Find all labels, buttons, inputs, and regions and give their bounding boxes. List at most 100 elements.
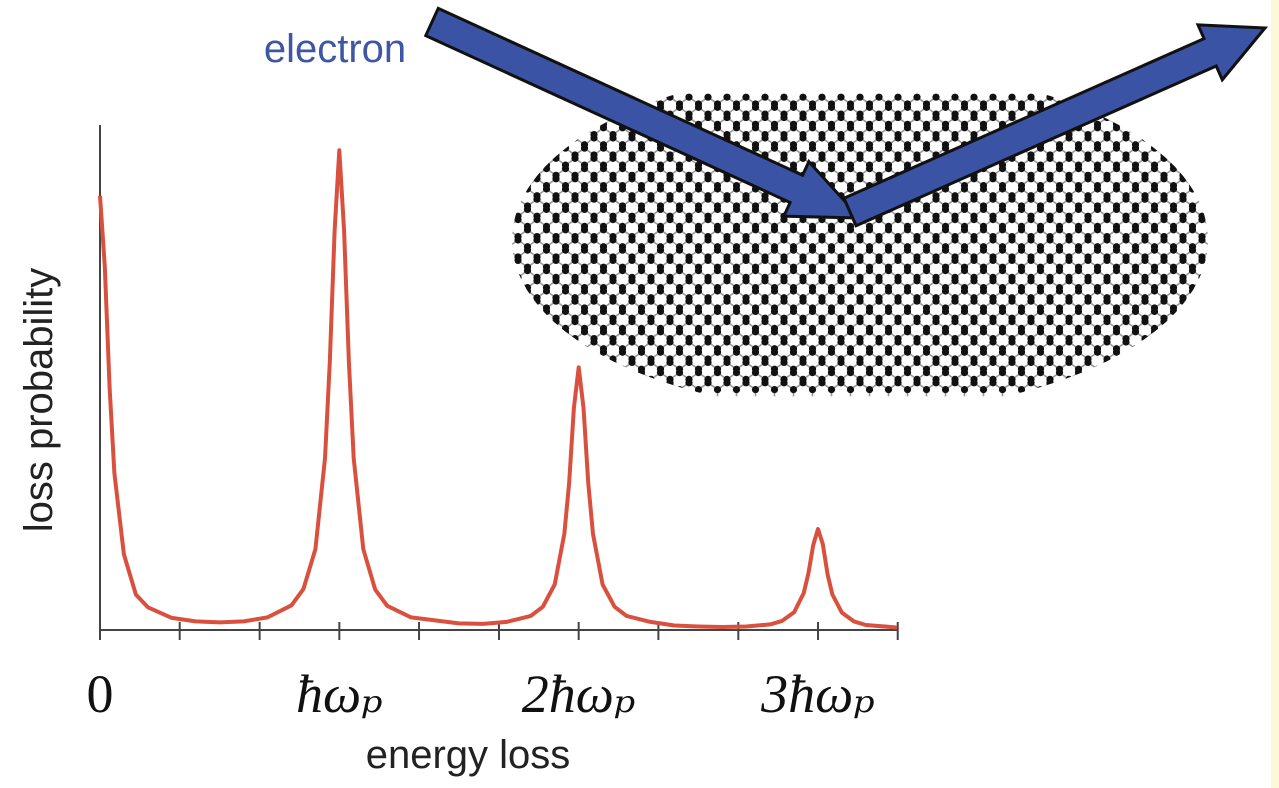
atom xyxy=(400,151,407,158)
bond xyxy=(404,169,414,176)
atom xyxy=(410,162,417,169)
bond xyxy=(565,106,576,115)
bond xyxy=(1192,96,1203,105)
atom xyxy=(1150,144,1159,152)
bond xyxy=(1212,373,1222,380)
atom xyxy=(827,124,836,132)
atom xyxy=(467,100,474,107)
bond xyxy=(512,331,519,340)
bond xyxy=(423,230,433,237)
atom xyxy=(580,144,589,152)
atom xyxy=(1207,124,1208,132)
bond xyxy=(423,148,433,155)
bond xyxy=(366,158,376,165)
bond xyxy=(1240,240,1250,247)
atom xyxy=(448,145,455,152)
bond xyxy=(1240,189,1250,196)
bond xyxy=(395,148,405,155)
bond xyxy=(480,260,490,267)
bond xyxy=(1212,352,1222,359)
bond xyxy=(1154,331,1165,340)
bond xyxy=(584,351,595,360)
atom xyxy=(647,93,655,101)
atom xyxy=(457,94,464,101)
atom xyxy=(512,100,513,108)
bond xyxy=(1240,291,1250,298)
atom xyxy=(856,134,864,142)
bond xyxy=(565,137,576,146)
atom xyxy=(694,164,703,173)
bond xyxy=(1212,332,1222,339)
atom xyxy=(324,155,331,162)
atom xyxy=(353,104,360,111)
bond xyxy=(1154,371,1165,381)
bond xyxy=(452,107,462,114)
atom xyxy=(1160,110,1168,118)
bond xyxy=(461,209,471,216)
atom xyxy=(618,164,627,173)
atom xyxy=(875,134,883,142)
bond xyxy=(1154,147,1165,156)
bond xyxy=(357,138,367,145)
bond xyxy=(1135,351,1146,360)
bond xyxy=(423,138,433,145)
bond xyxy=(1173,137,1184,146)
bond xyxy=(376,97,386,104)
bond xyxy=(1192,341,1203,350)
atom xyxy=(1103,134,1111,142)
atom xyxy=(1008,113,1016,122)
bond xyxy=(499,148,509,155)
bond xyxy=(1125,116,1136,126)
bond xyxy=(517,290,528,299)
atom xyxy=(512,103,513,111)
bond xyxy=(404,107,414,114)
atom xyxy=(381,155,388,162)
bond xyxy=(1192,382,1203,391)
atom xyxy=(429,100,436,107)
bond xyxy=(471,97,481,104)
bond xyxy=(1154,96,1165,105)
bond xyxy=(395,199,405,206)
bond xyxy=(536,147,547,156)
bond xyxy=(1212,271,1222,278)
atom xyxy=(1160,113,1168,122)
atom xyxy=(523,103,532,111)
bond xyxy=(461,250,471,257)
atom xyxy=(1122,154,1130,162)
bond xyxy=(499,158,509,165)
bond xyxy=(1259,220,1269,227)
atom xyxy=(438,134,445,141)
atom xyxy=(372,145,379,152)
bond xyxy=(1173,106,1184,115)
bond xyxy=(1201,147,1208,156)
bond xyxy=(1144,106,1155,115)
bond xyxy=(546,351,557,360)
bond xyxy=(1221,383,1231,390)
atom xyxy=(410,121,417,128)
atom xyxy=(533,151,541,159)
atom xyxy=(780,113,788,122)
bond xyxy=(1163,127,1174,136)
bond xyxy=(546,371,557,381)
bond xyxy=(404,128,414,135)
bond xyxy=(452,118,462,125)
bond xyxy=(622,382,633,391)
bond xyxy=(574,351,585,360)
bond xyxy=(357,158,367,165)
bond xyxy=(512,188,519,197)
bond xyxy=(376,169,386,176)
bond xyxy=(423,220,433,227)
bond xyxy=(395,138,405,145)
bond xyxy=(490,311,500,318)
atom xyxy=(324,151,331,158)
bond xyxy=(442,97,452,104)
bond xyxy=(1116,382,1127,391)
bond xyxy=(499,332,509,339)
atom xyxy=(362,114,369,121)
atom xyxy=(343,155,350,162)
bond xyxy=(414,230,424,237)
bond xyxy=(376,118,386,125)
atom xyxy=(865,103,874,111)
atom xyxy=(334,104,341,111)
